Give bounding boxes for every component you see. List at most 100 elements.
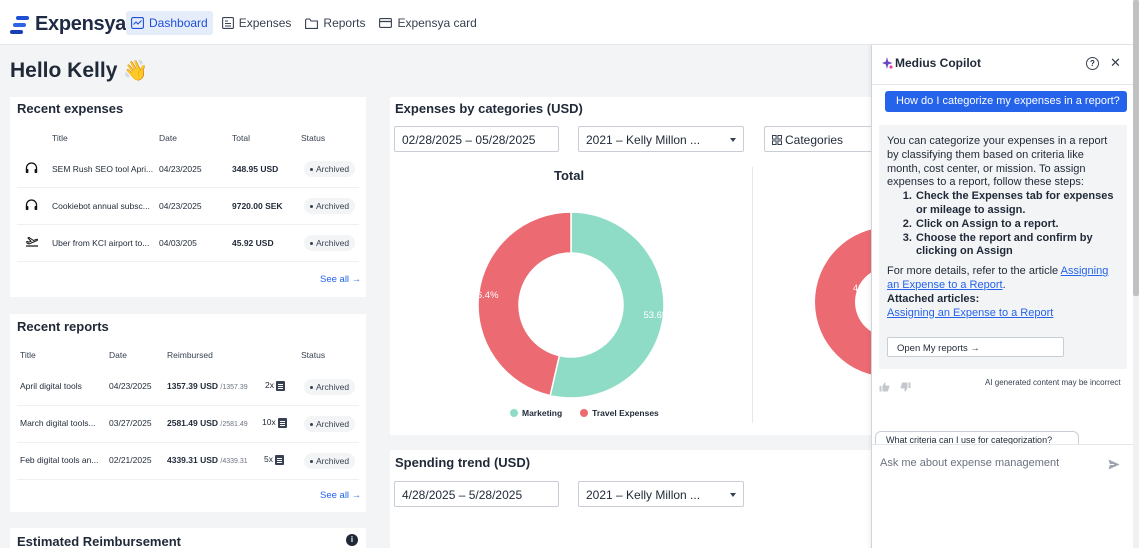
legend-item-travel-expenses[interactable]: Travel Expenses	[580, 408, 659, 418]
reimbursed-of-total: /4339.31	[220, 458, 248, 465]
column-header-date: Date	[109, 350, 127, 360]
expensya-logo[interactable]: Expensya	[10, 13, 126, 36]
feedback-buttons	[879, 379, 911, 397]
report-expense-count: 10x	[262, 417, 287, 428]
expense-total: 9720.00 SEK	[232, 201, 283, 211]
spending-policy-select[interactable]: 2021 – Kelly Millon ...	[578, 481, 744, 507]
suggested-question-chip[interactable]: What criteria can I use for categorizati…	[875, 431, 1079, 447]
close-icon[interactable]: ✕	[1110, 55, 1121, 70]
top-navigation-bar: Expensya Dashboard Expenses Reports Expe…	[0, 0, 1133, 45]
spending-policy-value: 2021 – Kelly Millon ...	[586, 488, 701, 502]
report-reimbursed: 2581.49 USD /2581.49	[167, 418, 248, 428]
status-badge: Archived	[304, 453, 356, 469]
recent-reports-title: Recent reports	[17, 319, 109, 334]
document-icon	[274, 454, 284, 465]
help-icon[interactable]: ?	[1086, 57, 1099, 70]
table-row[interactable]: Feb digital tools an... 02/21/2025 4339.…	[17, 443, 359, 480]
legend-item-marketing[interactable]: Marketing	[510, 408, 562, 418]
report-reimbursed: 1357.39 USD /1357.39	[167, 381, 248, 391]
nav-expensya-card[interactable]: Expensya card	[374, 11, 481, 35]
chevron-down-icon	[730, 138, 736, 142]
details-suffix: .	[1002, 278, 1006, 291]
nav-dashboard[interactable]: Dashboard	[126, 11, 213, 35]
table-row[interactable]: Uber from KCI airport to... 04/03/205 45…	[17, 225, 359, 262]
table-row[interactable]: Cookiebot annual subsc... 04/23/2025 972…	[17, 188, 359, 225]
article-link[interactable]: Assigning an Expense to a Report	[887, 265, 1109, 291]
status-badge: Archived	[304, 161, 356, 177]
waving-hand-icon: 👋	[123, 60, 149, 82]
answer-intro: You can categorize your expenses in a re…	[887, 135, 1108, 189]
donut-slice-travel-expenses[interactable]	[477, 211, 572, 397]
copilot-input-area: Ask me about expense management	[872, 444, 1134, 548]
report-date: 02/21/2025	[109, 455, 152, 465]
column-header-title: Title	[52, 133, 68, 143]
report-expense-count: 2x	[265, 380, 285, 391]
info-icon[interactable]: i	[346, 534, 358, 546]
see-all-expenses-link[interactable]: See all →	[320, 274, 362, 285]
donut-slice-marketing[interactable]	[549, 211, 665, 399]
assistant-message: You can categorize your expenses in a re…	[879, 125, 1127, 369]
legend-label-marketing: Marketing	[522, 408, 563, 418]
spending-trend-card: Spending trend (USD) 4/28/2025 – 5/28/20…	[390, 450, 890, 548]
estimated-reimbursement-card: Estimated Reimbursement i	[10, 528, 366, 548]
expense-date: 04/03/205	[159, 238, 197, 248]
policy-select[interactable]: 2021 – Kelly Millon ...	[578, 126, 744, 152]
table-row[interactable]: SEM Rush SEO tool Apri... 04/23/2025 348…	[17, 151, 359, 188]
column-header-date: Date	[159, 133, 177, 143]
headphones-icon	[25, 162, 38, 173]
donut-value-label: 53.6%	[643, 310, 670, 321]
scrollbar-thumb[interactable]	[1133, 0, 1139, 296]
spending-trend-title: Spending trend (USD)	[395, 455, 531, 470]
column-header-status: Status	[301, 133, 326, 143]
attached-articles-label: Attached articles:	[887, 292, 980, 305]
send-icon[interactable]	[1108, 459, 1120, 470]
folder-icon	[305, 17, 319, 29]
see-all-reports-link[interactable]: See all →	[320, 490, 362, 501]
date-range-picker[interactable]: 02/28/2025 – 05/28/2025	[394, 126, 559, 152]
reimbursed-amount: 2581.49 USD	[167, 418, 219, 428]
spending-date-range-picker[interactable]: 4/28/2025 – 5/28/2025	[394, 481, 559, 507]
report-title: March digital tools...	[20, 418, 96, 428]
chevron-down-icon	[730, 493, 736, 497]
expense-title: Uber from KCI airport to...	[52, 238, 150, 248]
dashboard-icon	[131, 17, 144, 29]
report-title: April digital tools	[20, 381, 82, 391]
answer-step: Choose the report and confirm by clickin…	[915, 232, 1119, 260]
card-icon	[379, 18, 393, 28]
document-icon	[277, 417, 287, 428]
table-row[interactable]: April digital tools 04/23/2025 1357.39 U…	[17, 369, 359, 406]
copilot-message-input[interactable]: Ask me about expense management	[880, 457, 1060, 469]
donut-value-label: 46.4%	[472, 290, 499, 301]
report-date: 03/27/2025	[109, 418, 152, 428]
count-text: 5x	[264, 454, 273, 464]
expenses-by-categories-card: Expenses by categories (USD) 02/28/2025 …	[390, 97, 890, 435]
greeting-text: Hello Kelly	[10, 58, 118, 82]
nav-reports-label: Reports	[323, 16, 366, 30]
estimated-reimbursement-title: Estimated Reimbursement	[17, 534, 181, 548]
donut-chart: 53.6% 46.4%	[472, 211, 671, 399]
logo-text: Expensya	[35, 13, 126, 35]
open-my-reports-button[interactable]: Open My reports →	[887, 337, 1064, 357]
recent-expenses-title: Recent expenses	[17, 101, 124, 116]
ai-disclaimer: AI generated content may be incorrect	[985, 378, 1121, 387]
attached-article-link[interactable]: Assigning an Expense to a Report	[887, 306, 1054, 319]
group-by-value: Categories	[785, 133, 844, 147]
page-scrollbar[interactable]	[1133, 0, 1139, 548]
thumbs-down-icon[interactable]	[900, 382, 911, 392]
thumbs-up-icon[interactable]	[879, 382, 890, 392]
group-by-select[interactable]: Categories	[764, 126, 890, 152]
nav-dashboard-label: Dashboard	[149, 16, 208, 30]
reimbursed-amount: 4339.31 USD	[167, 455, 219, 465]
user-message: How do I categorize my expenses in a rep…	[885, 91, 1127, 112]
chart-divider	[752, 167, 753, 423]
nav-expenses[interactable]: Expenses	[217, 11, 297, 35]
expense-date: 04/23/2025	[159, 201, 202, 211]
details-prefix: For more details, refer to the article	[887, 265, 1061, 278]
column-header-reimbursed: Reimbursed	[167, 350, 213, 360]
answer-details: For more details, refer to the article A…	[887, 265, 1119, 293]
table-row[interactable]: March digital tools... 03/27/2025 2581.4…	[17, 406, 359, 443]
document-icon	[275, 380, 285, 391]
expense-title: SEM Rush SEO tool Apri...	[52, 164, 154, 174]
count-text: 2x	[265, 380, 274, 390]
nav-reports[interactable]: Reports	[300, 11, 370, 35]
